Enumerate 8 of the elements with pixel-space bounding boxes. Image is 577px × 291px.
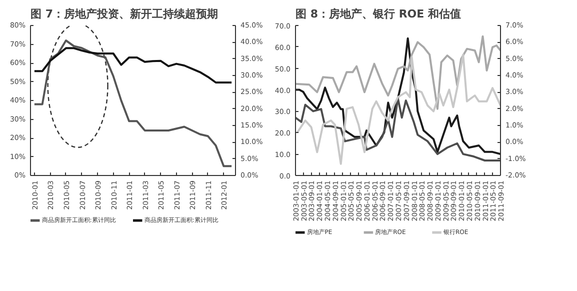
- chart-title: 图 8：房地产、银行 ROE 和估值: [296, 8, 461, 20]
- chart-title: 图 7：房地产投资、新开工持续超预期: [30, 8, 218, 20]
- line-series: [33, 47, 233, 84]
- line-series: [296, 54, 500, 165]
- line-series: [296, 37, 500, 156]
- line-series: [33, 40, 233, 168]
- line-series: [296, 97, 500, 162]
- line-series: [296, 35, 500, 110]
